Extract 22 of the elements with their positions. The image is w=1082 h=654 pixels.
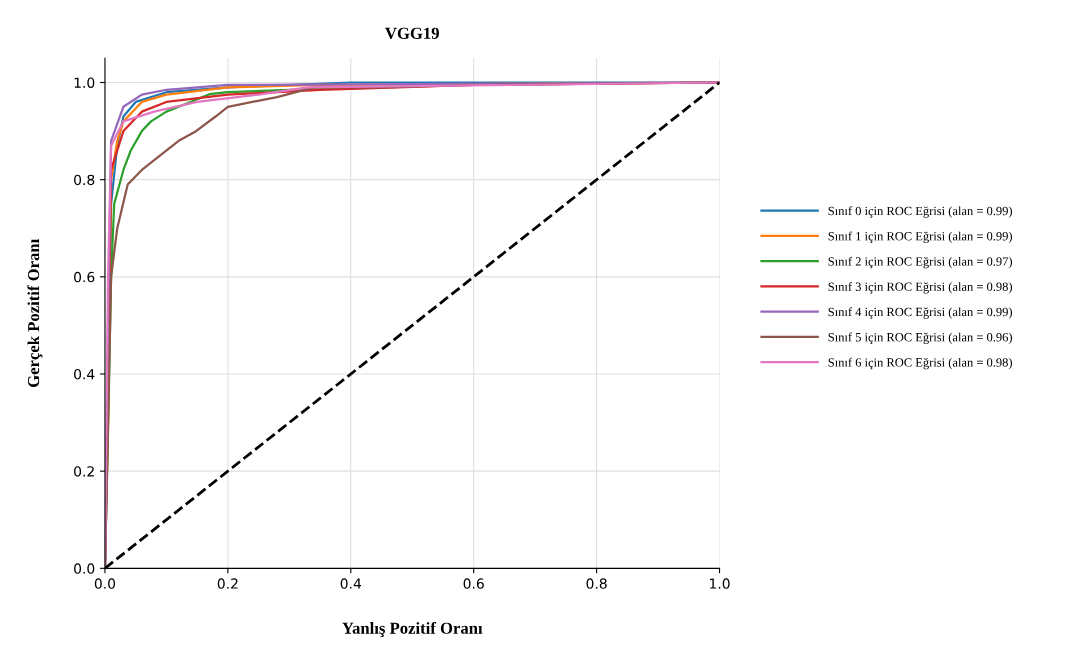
x-tick-label: 0.4 <box>340 578 362 589</box>
x-axis-title: Yanlış Pozitif Oranı <box>342 621 483 638</box>
x-tick-label: 0.8 <box>586 578 607 589</box>
x-tick-label: 0.6 <box>463 578 484 589</box>
legend-label: Sınıf 4 için ROC Eğrisi (alan = 0.99) <box>828 307 1013 319</box>
legend-label: Sınıf 5 için ROC Eğrisi (alan = 0.96) <box>828 332 1013 345</box>
x-tick-label: 1.0 <box>710 578 730 589</box>
y-tick-label: 0.6 <box>74 271 95 283</box>
y-tick-label: 1.0 <box>74 77 95 88</box>
y-tick-label: 0.0 <box>74 563 95 574</box>
y-tick-label: 0.4 <box>74 368 95 380</box>
y-tick-label: 0.8 <box>74 174 95 186</box>
legend-label: Sınıf 1 için ROC Eğrisi (alan = 0.99) <box>828 231 1013 244</box>
legend-label: Sınıf 3 için ROC Eğrisi (alan = 0.98) <box>828 282 1013 294</box>
y-tick-label: 0.2 <box>74 466 94 477</box>
y-axis-title: Gerçek Pozitif Oranı <box>27 239 43 387</box>
legend-label: Sınıf 0 için ROC Eğrisi (alan = 0.99) <box>828 206 1013 218</box>
legend-label: Sınıf 6 için ROC Eğrisi (alan = 0.98) <box>828 357 1013 370</box>
x-tick-label: 0.0 <box>94 578 116 589</box>
chart-title: VGG19 <box>385 27 439 40</box>
legend-label: Sınıf 2 için ROC Eğrisi (alan = 0.97) <box>828 256 1013 269</box>
x-tick-label: 0.2 <box>217 578 238 589</box>
